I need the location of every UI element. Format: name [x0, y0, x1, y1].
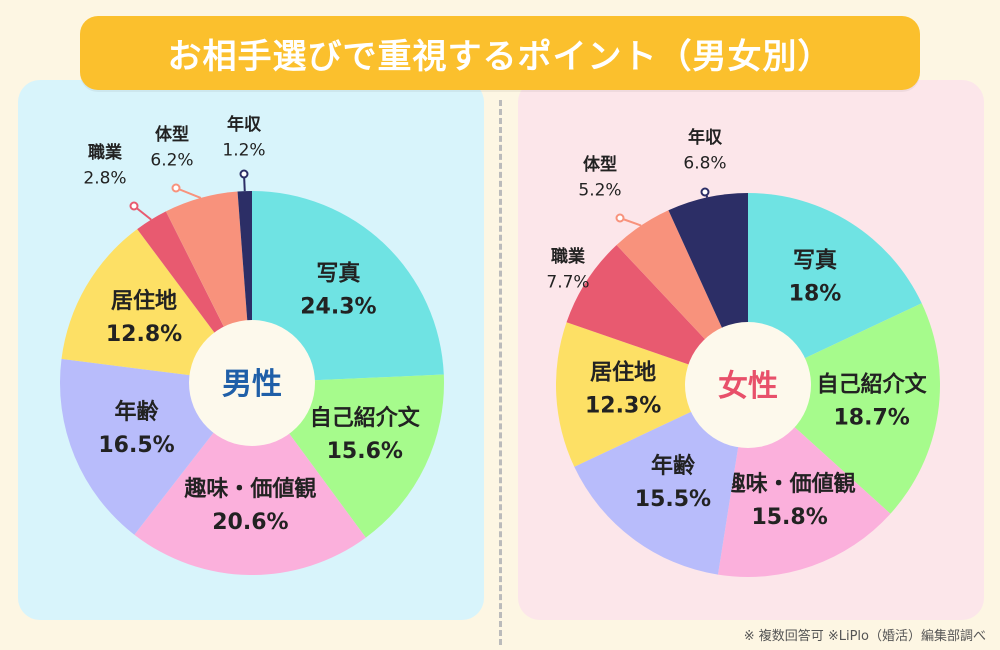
slice-value-0-6: 6.2%: [150, 151, 193, 171]
slice-label-1-7: 年収: [688, 127, 723, 148]
slice-value-1-1: 18.7%: [833, 405, 909, 430]
slice-value-1-3: 15.5%: [635, 487, 711, 512]
slice-label-1-1: 自己紹介文: [817, 371, 928, 397]
slice-value-0-1: 15.6%: [327, 439, 403, 464]
slice-label-1-4: 居住地: [590, 360, 656, 386]
slice-value-0-7: 1.2%: [222, 141, 265, 161]
pie-slice-0-2: [134, 383, 366, 576]
slice-label-1-0: 写真: [793, 247, 837, 273]
leader-dot-0-7: [239, 169, 249, 179]
leader-dot-0-6: [171, 183, 181, 193]
pie-slice-1-4: [556, 322, 748, 467]
chart-title: お相手選びで重視するポイント（男女別）: [167, 36, 833, 77]
pie-slice-0-0: [252, 191, 444, 383]
center-label-1: 女性: [718, 369, 778, 404]
slice-label-0-2: 趣味・価値観: [183, 476, 316, 502]
slice-label-1-5: 職業: [551, 246, 585, 267]
slice-value-1-0: 18%: [789, 281, 842, 306]
slice-label-1-6: 体型: [583, 154, 617, 175]
center-label-0: 男性: [222, 367, 282, 402]
slice-value-1-5: 7.7%: [546, 273, 589, 293]
slice-label-1-2: 趣味・価値観: [723, 471, 856, 497]
pie-slice-1-0: [748, 193, 922, 385]
slice-label-0-5: 職業: [88, 142, 122, 163]
slice-value-0-5: 2.8%: [83, 169, 126, 189]
leader-dot-0-5: [129, 201, 139, 211]
slice-value-1-7: 6.8%: [683, 154, 726, 174]
pie-slice-1-3: [574, 385, 748, 575]
slice-label-0-0: 写真: [316, 261, 360, 287]
slice-value-0-2: 20.6%: [212, 510, 288, 535]
divider: [499, 100, 502, 645]
slice-label-0-1: 自己紹介文: [310, 405, 421, 431]
slice-value-1-4: 12.3%: [585, 394, 661, 419]
pie-slice-1-1: [748, 303, 941, 514]
footnote: ※ 複数回答可 ※LiPlo（婚活）編集部調べ: [743, 629, 986, 644]
slice-label-0-6: 体型: [155, 124, 189, 145]
center-hole-1: [685, 322, 811, 448]
title-banner: お相手選びで重視するポイント（男女別）: [80, 16, 920, 90]
slice-label-1-3: 年齢: [651, 453, 696, 479]
slice-label-0-7: 年収: [227, 114, 262, 135]
slice-value-1-6: 5.2%: [578, 181, 621, 201]
slice-value-0-0: 24.3%: [300, 295, 376, 320]
slice-value-1-2: 15.8%: [751, 505, 827, 530]
slice-label-0-4: 居住地: [111, 288, 177, 314]
slice-value-0-3: 16.5%: [98, 433, 174, 458]
center-hole-0: [189, 320, 315, 446]
leader-dot-1-7: [700, 187, 710, 197]
slice-value-0-4: 12.8%: [106, 322, 182, 347]
leader-dot-1-6: [615, 213, 625, 223]
slice-label-0-3: 年齢: [115, 399, 160, 425]
